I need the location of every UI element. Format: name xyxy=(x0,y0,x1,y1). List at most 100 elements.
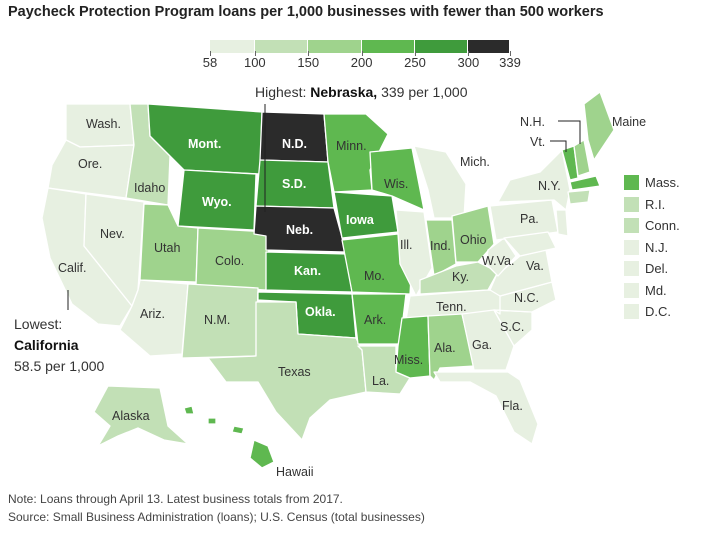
lowest-state: California xyxy=(14,337,79,353)
state-ohio xyxy=(451,205,495,263)
state-wis xyxy=(369,147,425,211)
state-texas xyxy=(207,301,367,441)
label-sd: S.D. xyxy=(282,177,306,191)
state-vt xyxy=(561,145,579,181)
label-neb: Neb. xyxy=(286,223,313,237)
label-ohio: Ohio xyxy=(460,233,486,247)
small-state-item: R.I. xyxy=(624,194,680,216)
label-kan: Kan. xyxy=(294,264,321,278)
label-wis: Wis. xyxy=(384,177,408,191)
legend-tick-label: 250 xyxy=(404,55,426,70)
state-hawaii-kauai xyxy=(183,405,195,415)
label-vt: Vt. xyxy=(530,135,545,149)
state-ny xyxy=(497,149,571,211)
legend-tick-mark xyxy=(468,51,470,56)
small-state-label: Conn. xyxy=(645,218,680,234)
label-tenn: Tenn. xyxy=(436,300,467,314)
label-ark: Ark. xyxy=(364,313,386,327)
label-idaho: Idaho xyxy=(134,181,165,195)
label-pa: Pa. xyxy=(520,212,539,226)
legend-ticks: 58 100 150 200 250 300 339 xyxy=(203,51,521,71)
small-state-label: D.C. xyxy=(645,304,671,320)
legend-tick-mark xyxy=(308,51,310,56)
state-neb xyxy=(253,205,347,253)
state-hawaii-maui xyxy=(231,425,245,435)
label-utah: Utah xyxy=(154,241,180,255)
label-wva: W.Va. xyxy=(482,254,514,268)
small-state-swatch xyxy=(624,282,639,298)
highest-prefix: Highest: xyxy=(255,84,307,100)
legend-tick-label: 200 xyxy=(350,55,373,70)
label-nd: N.D. xyxy=(282,137,307,151)
label-maine: Maine xyxy=(612,115,646,129)
small-state-swatch xyxy=(624,218,639,234)
note-text: Note: Loans through April 13. Latest bus… xyxy=(8,492,343,506)
legend-swatch xyxy=(414,40,468,53)
state-ind xyxy=(425,219,457,277)
small-state-item: D.C. xyxy=(624,301,680,323)
state-nj xyxy=(555,209,569,237)
nh-leader-line xyxy=(558,120,581,144)
lowest-prefix: Lowest: xyxy=(14,316,63,332)
legend-swatch xyxy=(468,40,509,53)
small-state-swatch xyxy=(624,175,639,191)
legend-tick-mark xyxy=(210,51,211,56)
state-nh xyxy=(573,139,591,177)
label-fla: Fla. xyxy=(502,399,523,413)
small-state-label: R.I. xyxy=(645,196,666,212)
small-state-label: Del. xyxy=(645,261,669,277)
label-okla: Okla. xyxy=(305,305,336,319)
label-alaska: Alaska xyxy=(112,409,150,423)
state-maine xyxy=(583,91,615,161)
legend-swatch xyxy=(210,40,254,53)
small-state-label: Md. xyxy=(645,282,667,298)
legend-tick-label: 300 xyxy=(457,55,480,70)
state-wva xyxy=(485,237,517,277)
legend-tick-mark xyxy=(510,51,511,56)
label-texas: Texas xyxy=(278,365,311,379)
state-alaska xyxy=(93,385,189,447)
legend-tick-label: 100 xyxy=(243,55,266,70)
lowest-annotation: Lowest: California 58.5 per 1,000 xyxy=(14,314,104,377)
label-iowa: Iowa xyxy=(346,213,375,227)
small-state-item: Md. xyxy=(624,280,680,302)
label-va: Va. xyxy=(526,259,544,273)
color-legend: 58 100 150 200 250 300 339 xyxy=(203,40,521,71)
legend-swatch xyxy=(361,40,414,53)
label-wyo: Wyo. xyxy=(202,195,232,209)
small-states-legend: Mass. R.I. Conn. N.J. Del. Md. D.C. xyxy=(624,172,680,323)
state-hawaii-oahu xyxy=(207,417,217,425)
legend-tick-mark xyxy=(361,51,363,56)
legend-swatch xyxy=(254,40,308,53)
label-calif: Calif. xyxy=(58,261,86,275)
label-ind: Ind. xyxy=(430,239,451,253)
label-wash: Wash. xyxy=(86,117,121,131)
label-ill: Ill. xyxy=(400,238,413,252)
label-minn: Minn. xyxy=(336,139,367,153)
label-mo: Mo. xyxy=(364,269,385,283)
label-mont: Mont. xyxy=(188,137,221,151)
state-ga xyxy=(461,309,515,371)
label-la: La. xyxy=(372,374,389,388)
state-mass xyxy=(569,175,601,191)
state-hawaii-big xyxy=(249,439,275,469)
state-la xyxy=(357,345,411,395)
label-colo: Colo. xyxy=(215,254,244,268)
label-nev: Nev. xyxy=(100,227,125,241)
highest-value: 339 per 1,000 xyxy=(381,84,468,100)
legend-swatch xyxy=(308,40,361,53)
chart-title: Paycheck Protection Program loans per 1,… xyxy=(8,4,604,20)
label-nh: N.H. xyxy=(520,115,545,129)
label-ny: N.Y. xyxy=(538,179,561,193)
legend-tick-label: 339 xyxy=(499,55,521,70)
small-state-item: Conn. xyxy=(624,215,680,237)
label-nc: N.C. xyxy=(514,291,539,305)
legend-tick-label: 150 xyxy=(297,55,320,70)
label-nm: N.M. xyxy=(204,313,230,327)
legend-tick-label: 58 xyxy=(202,55,218,70)
small-state-swatch xyxy=(624,239,639,255)
vt-leader-line xyxy=(550,140,567,152)
state-conn xyxy=(567,189,591,205)
highest-annotation: Highest: Nebraska, 339 per 1,000 xyxy=(255,84,467,100)
label-sc: S.C. xyxy=(500,320,524,334)
